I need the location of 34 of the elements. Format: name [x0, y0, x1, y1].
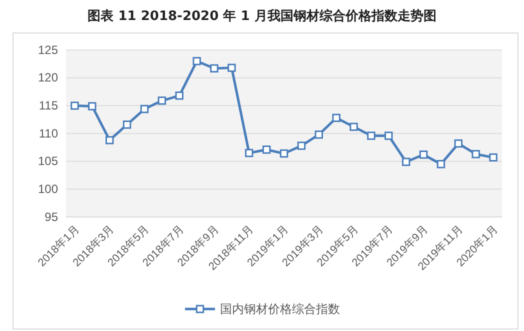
point — [436, 160, 446, 168]
point — [489, 153, 498, 162]
y-tick-label: 110 — [38, 126, 58, 140]
point — [210, 64, 218, 72]
y-tick-label: 105 — [38, 154, 58, 168]
point — [262, 146, 271, 154]
point — [140, 104, 149, 114]
point — [122, 120, 132, 129]
y-tick-label: 125 — [38, 42, 58, 57]
y-tick-label: 95 — [44, 210, 58, 224]
point — [70, 102, 79, 110]
point — [192, 57, 201, 66]
chart-title: 图表 11 2018-2020 年 1 月我国钢材综合价格指数走势图 — [88, 8, 436, 24]
point — [367, 132, 376, 140]
point — [228, 64, 236, 72]
point — [402, 158, 410, 166]
y-tick-label: 115 — [38, 98, 58, 113]
legend-label: 国内钢材价格综合指数 — [220, 302, 340, 316]
point — [175, 92, 184, 100]
point — [105, 136, 114, 144]
point — [88, 102, 96, 110]
point — [350, 122, 358, 131]
point — [280, 149, 288, 158]
point — [158, 96, 166, 105]
point — [245, 148, 254, 158]
y-tick-label: 100 — [38, 182, 58, 196]
point — [332, 114, 340, 122]
point — [384, 132, 393, 140]
point — [472, 150, 480, 158]
point — [314, 130, 323, 139]
point — [419, 150, 428, 159]
y-tick-label: 120 — [38, 70, 58, 85]
point — [454, 139, 463, 148]
point — [297, 142, 306, 150]
